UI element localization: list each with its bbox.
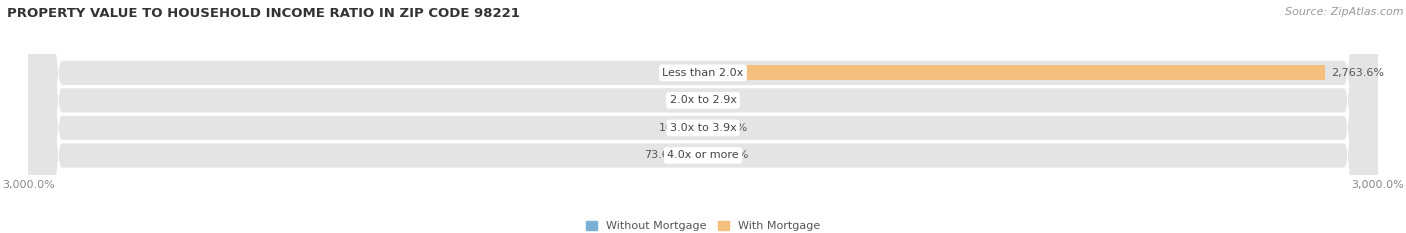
Text: 6.7%: 6.7% bbox=[711, 95, 740, 105]
Bar bbox=[700, 120, 703, 136]
Bar bbox=[703, 148, 707, 163]
Bar bbox=[703, 93, 704, 108]
Text: 18.5%: 18.5% bbox=[714, 151, 749, 161]
Text: Less than 2.0x: Less than 2.0x bbox=[662, 68, 744, 78]
Bar bbox=[703, 65, 1324, 80]
FancyBboxPatch shape bbox=[28, 0, 1378, 233]
Text: 2.0x to 2.9x: 2.0x to 2.9x bbox=[669, 95, 737, 105]
FancyBboxPatch shape bbox=[28, 0, 1378, 233]
Text: Source: ZipAtlas.com: Source: ZipAtlas.com bbox=[1285, 7, 1403, 17]
Text: 6.0%: 6.0% bbox=[666, 95, 695, 105]
Text: 4.0x or more: 4.0x or more bbox=[668, 151, 738, 161]
Bar bbox=[703, 120, 706, 136]
Text: 9.1%: 9.1% bbox=[666, 68, 695, 78]
FancyBboxPatch shape bbox=[28, 0, 1378, 233]
Text: 10.5%: 10.5% bbox=[658, 123, 695, 133]
FancyBboxPatch shape bbox=[28, 0, 1378, 233]
Text: 2,763.6%: 2,763.6% bbox=[1331, 68, 1385, 78]
Text: 3.0x to 3.9x: 3.0x to 3.9x bbox=[669, 123, 737, 133]
Text: 73.6%: 73.6% bbox=[644, 151, 679, 161]
Text: PROPERTY VALUE TO HOUSEHOLD INCOME RATIO IN ZIP CODE 98221: PROPERTY VALUE TO HOUSEHOLD INCOME RATIO… bbox=[7, 7, 520, 20]
Legend: Without Mortgage, With Mortgage: Without Mortgage, With Mortgage bbox=[582, 217, 824, 233]
Text: 13.0%: 13.0% bbox=[713, 123, 748, 133]
Bar bbox=[686, 148, 703, 163]
Bar bbox=[702, 65, 703, 80]
